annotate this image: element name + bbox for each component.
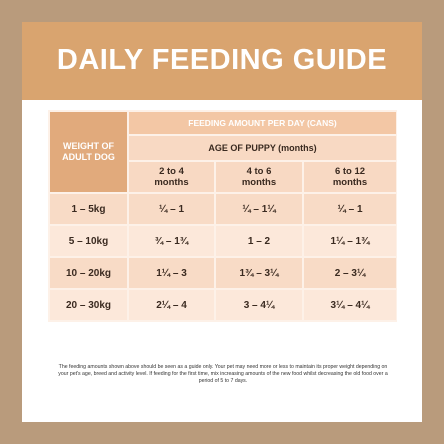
row-weight: 5 – 10kg [50, 226, 127, 256]
row-weight: 1 – 5kg [50, 194, 127, 224]
weight-header: WEIGHT OF ADULT DOG [50, 112, 127, 192]
column-header: 6 to 12 months [304, 162, 396, 192]
feeding-amount: 1 – 2 [216, 226, 302, 256]
footnote: The feeding amounts shown above should b… [58, 364, 388, 384]
feeding-amount: 3 – 4¼ [216, 290, 302, 320]
column-header: 4 to 6 months [216, 162, 302, 192]
title: DAILY FEEDING GUIDE [56, 44, 388, 76]
feeding-amount: 3¼ – 4¼ [304, 290, 396, 320]
feeding-amount: 1¼ – 3 [129, 258, 214, 288]
feeding-amount: ¼ – 1 [129, 194, 214, 224]
feeding-amount: 2 – 3¼ [304, 258, 396, 288]
title-band [22, 22, 422, 100]
feeding-amount: ¼ – 1¼ [216, 194, 302, 224]
feeding-amount: 1¼ – 1¾ [304, 226, 396, 256]
row-weight: 20 – 30kg [50, 290, 127, 320]
feeding-amount: ¼ – 1 [304, 194, 396, 224]
feeding-amount: ¾ – 1¾ [129, 226, 214, 256]
feeding-amount: 1¾ – 3¼ [216, 258, 302, 288]
column-header: 2 to 4 months [129, 162, 214, 192]
row-weight: 10 – 20kg [50, 258, 127, 288]
feeding-amount: 2¼ – 4 [129, 290, 214, 320]
amount-header: FEEDING AMOUNT PER DAY (CANS) [129, 112, 396, 134]
age-header: AGE OF PUPPY (months) [129, 136, 396, 160]
